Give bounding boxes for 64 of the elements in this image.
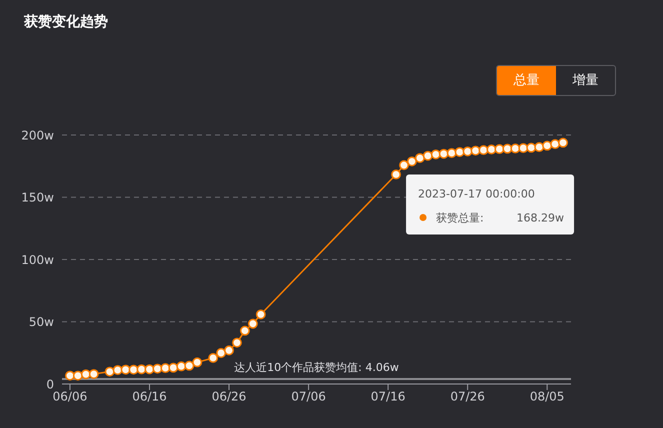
point bbox=[120, 364, 131, 375]
point bbox=[446, 148, 457, 158]
point bbox=[391, 170, 401, 180]
x-tick-label: 07/26 bbox=[450, 390, 485, 404]
x-tick-label: 06/06 bbox=[52, 390, 88, 404]
x-tick-label: 08/05 bbox=[530, 390, 564, 404]
annotation: 获赞总量: bbox=[436, 211, 484, 224]
point bbox=[558, 138, 568, 148]
point bbox=[65, 370, 75, 381]
point bbox=[502, 144, 512, 154]
point bbox=[184, 360, 194, 371]
point bbox=[414, 153, 425, 163]
point bbox=[478, 145, 488, 156]
y-tick-label: 150w bbox=[21, 190, 54, 205]
point bbox=[160, 363, 170, 374]
ref-line-label: 达人近10个作品获赞均值: 4.06w bbox=[234, 360, 399, 374]
y-tick-label: 100w bbox=[21, 252, 54, 267]
point bbox=[550, 139, 560, 150]
point bbox=[80, 369, 91, 380]
point bbox=[399, 160, 409, 170]
point bbox=[510, 143, 520, 154]
point bbox=[430, 149, 441, 160]
toggle-group: 总量 增量 bbox=[496, 65, 616, 96]
point bbox=[168, 362, 178, 373]
point bbox=[462, 146, 473, 156]
point bbox=[152, 364, 162, 374]
annotation: 2023-07-17 00:00:00 bbox=[418, 187, 535, 200]
point bbox=[128, 364, 139, 375]
y-tick-label: 50w bbox=[28, 315, 54, 330]
point bbox=[422, 150, 433, 161]
point bbox=[494, 144, 504, 154]
point bbox=[112, 365, 123, 376]
y-tick-label: 0 bbox=[46, 377, 54, 392]
point bbox=[208, 353, 218, 363]
point bbox=[534, 142, 544, 152]
x-tick-label: 06/26 bbox=[212, 390, 246, 404]
point bbox=[406, 156, 417, 166]
point bbox=[176, 361, 186, 372]
x-tick-label: 07/06 bbox=[291, 390, 326, 404]
point bbox=[470, 146, 481, 156]
x-tick-label: 07/16 bbox=[370, 390, 406, 404]
point bbox=[192, 357, 202, 368]
y-tick-label: 200w bbox=[21, 128, 54, 142]
point bbox=[486, 144, 496, 154]
point bbox=[438, 148, 449, 159]
point bbox=[518, 143, 528, 154]
point bbox=[144, 364, 154, 374]
point bbox=[248, 318, 258, 329]
point bbox=[224, 345, 234, 356]
annotation: 168.29w bbox=[516, 211, 564, 224]
point bbox=[104, 366, 115, 377]
point bbox=[542, 140, 552, 151]
point bbox=[256, 309, 266, 320]
x-tick-label: 06/16 bbox=[132, 390, 167, 404]
tooltip-card: 2023-07-17 00:00:00 获赞总量: 168.29w bbox=[406, 174, 574, 234]
point bbox=[240, 326, 250, 336]
point bbox=[72, 370, 83, 381]
point bbox=[136, 364, 146, 374]
point bbox=[232, 338, 242, 348]
point bbox=[88, 369, 99, 379]
chart-title: 获赞变化趋势 bbox=[24, 13, 108, 31]
point bbox=[216, 348, 226, 358]
point bbox=[454, 147, 465, 158]
point bbox=[526, 142, 536, 153]
